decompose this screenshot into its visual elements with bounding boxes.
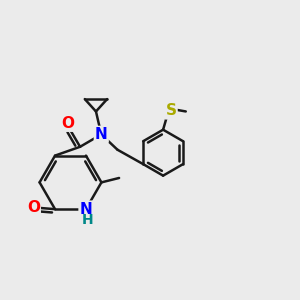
Text: O: O <box>27 200 40 215</box>
Text: N: N <box>80 202 92 217</box>
Text: N: N <box>95 127 108 142</box>
Text: O: O <box>61 116 74 131</box>
Text: S: S <box>166 103 177 118</box>
Text: H: H <box>82 213 93 227</box>
